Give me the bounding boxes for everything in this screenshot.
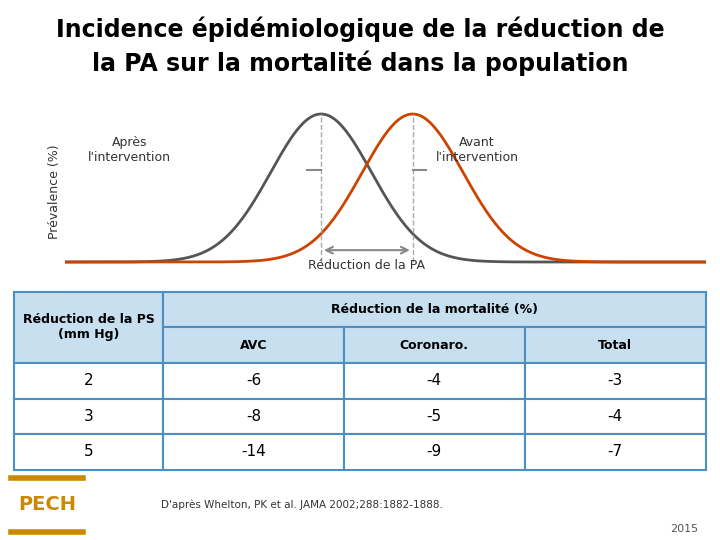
- Text: Avant
l'intervention: Avant l'intervention: [436, 136, 518, 164]
- Text: Réduction de la PS
(mm Hg): Réduction de la PS (mm Hg): [23, 313, 155, 341]
- Text: D'après Whelton, PK et al. JAMA 2002;288:1882-1888.: D'après Whelton, PK et al. JAMA 2002;288…: [161, 500, 444, 510]
- Text: 2: 2: [84, 373, 94, 388]
- Text: Réduction de la mortalité (%): Réduction de la mortalité (%): [330, 303, 538, 316]
- Text: PECH: PECH: [18, 495, 76, 515]
- Bar: [163, 434, 344, 470]
- Text: 3: 3: [84, 409, 94, 424]
- Text: 2015: 2015: [670, 524, 698, 535]
- Text: -7: -7: [608, 444, 623, 460]
- Bar: [163, 363, 344, 399]
- Text: -4: -4: [427, 373, 442, 388]
- Bar: [163, 292, 706, 327]
- Bar: [14, 363, 163, 399]
- Bar: [525, 399, 706, 434]
- Bar: [344, 327, 525, 363]
- Bar: [525, 327, 706, 363]
- Bar: [525, 363, 706, 399]
- Bar: [14, 292, 163, 363]
- Text: Après
l'intervention: Après l'intervention: [88, 136, 171, 164]
- Text: -6: -6: [246, 373, 261, 388]
- Text: Réduction de la PA: Réduction de la PA: [308, 259, 426, 272]
- Text: -9: -9: [427, 444, 442, 460]
- Text: -3: -3: [608, 373, 623, 388]
- Text: Coronaro.: Coronaro.: [400, 339, 469, 352]
- Bar: [344, 399, 525, 434]
- Text: -4: -4: [608, 409, 623, 424]
- Text: 5: 5: [84, 444, 94, 460]
- Bar: [344, 434, 525, 470]
- Text: -8: -8: [246, 409, 261, 424]
- Text: Total: Total: [598, 339, 632, 352]
- Bar: [525, 434, 706, 470]
- Bar: [14, 434, 163, 470]
- Text: -14: -14: [241, 444, 266, 460]
- Bar: [344, 363, 525, 399]
- Y-axis label: Prévalence (%): Prévalence (%): [48, 144, 60, 239]
- Bar: [14, 399, 163, 434]
- Bar: [163, 399, 344, 434]
- Text: AVC: AVC: [240, 339, 267, 352]
- Text: Incidence épidémiologique de la réduction de
la PA sur la mortalité dans la popu: Incidence épidémiologique de la réductio…: [55, 16, 665, 76]
- Bar: [163, 327, 344, 363]
- Text: -5: -5: [427, 409, 442, 424]
